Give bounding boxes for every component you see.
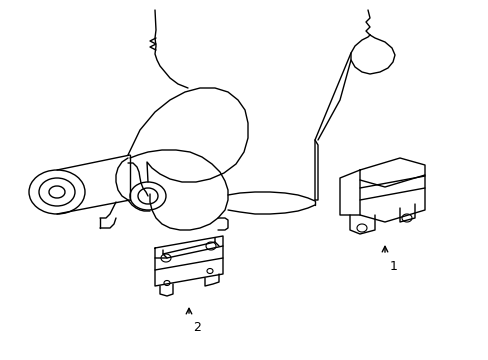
Text: 2: 2 bbox=[193, 321, 201, 334]
Text: 1: 1 bbox=[389, 260, 397, 273]
